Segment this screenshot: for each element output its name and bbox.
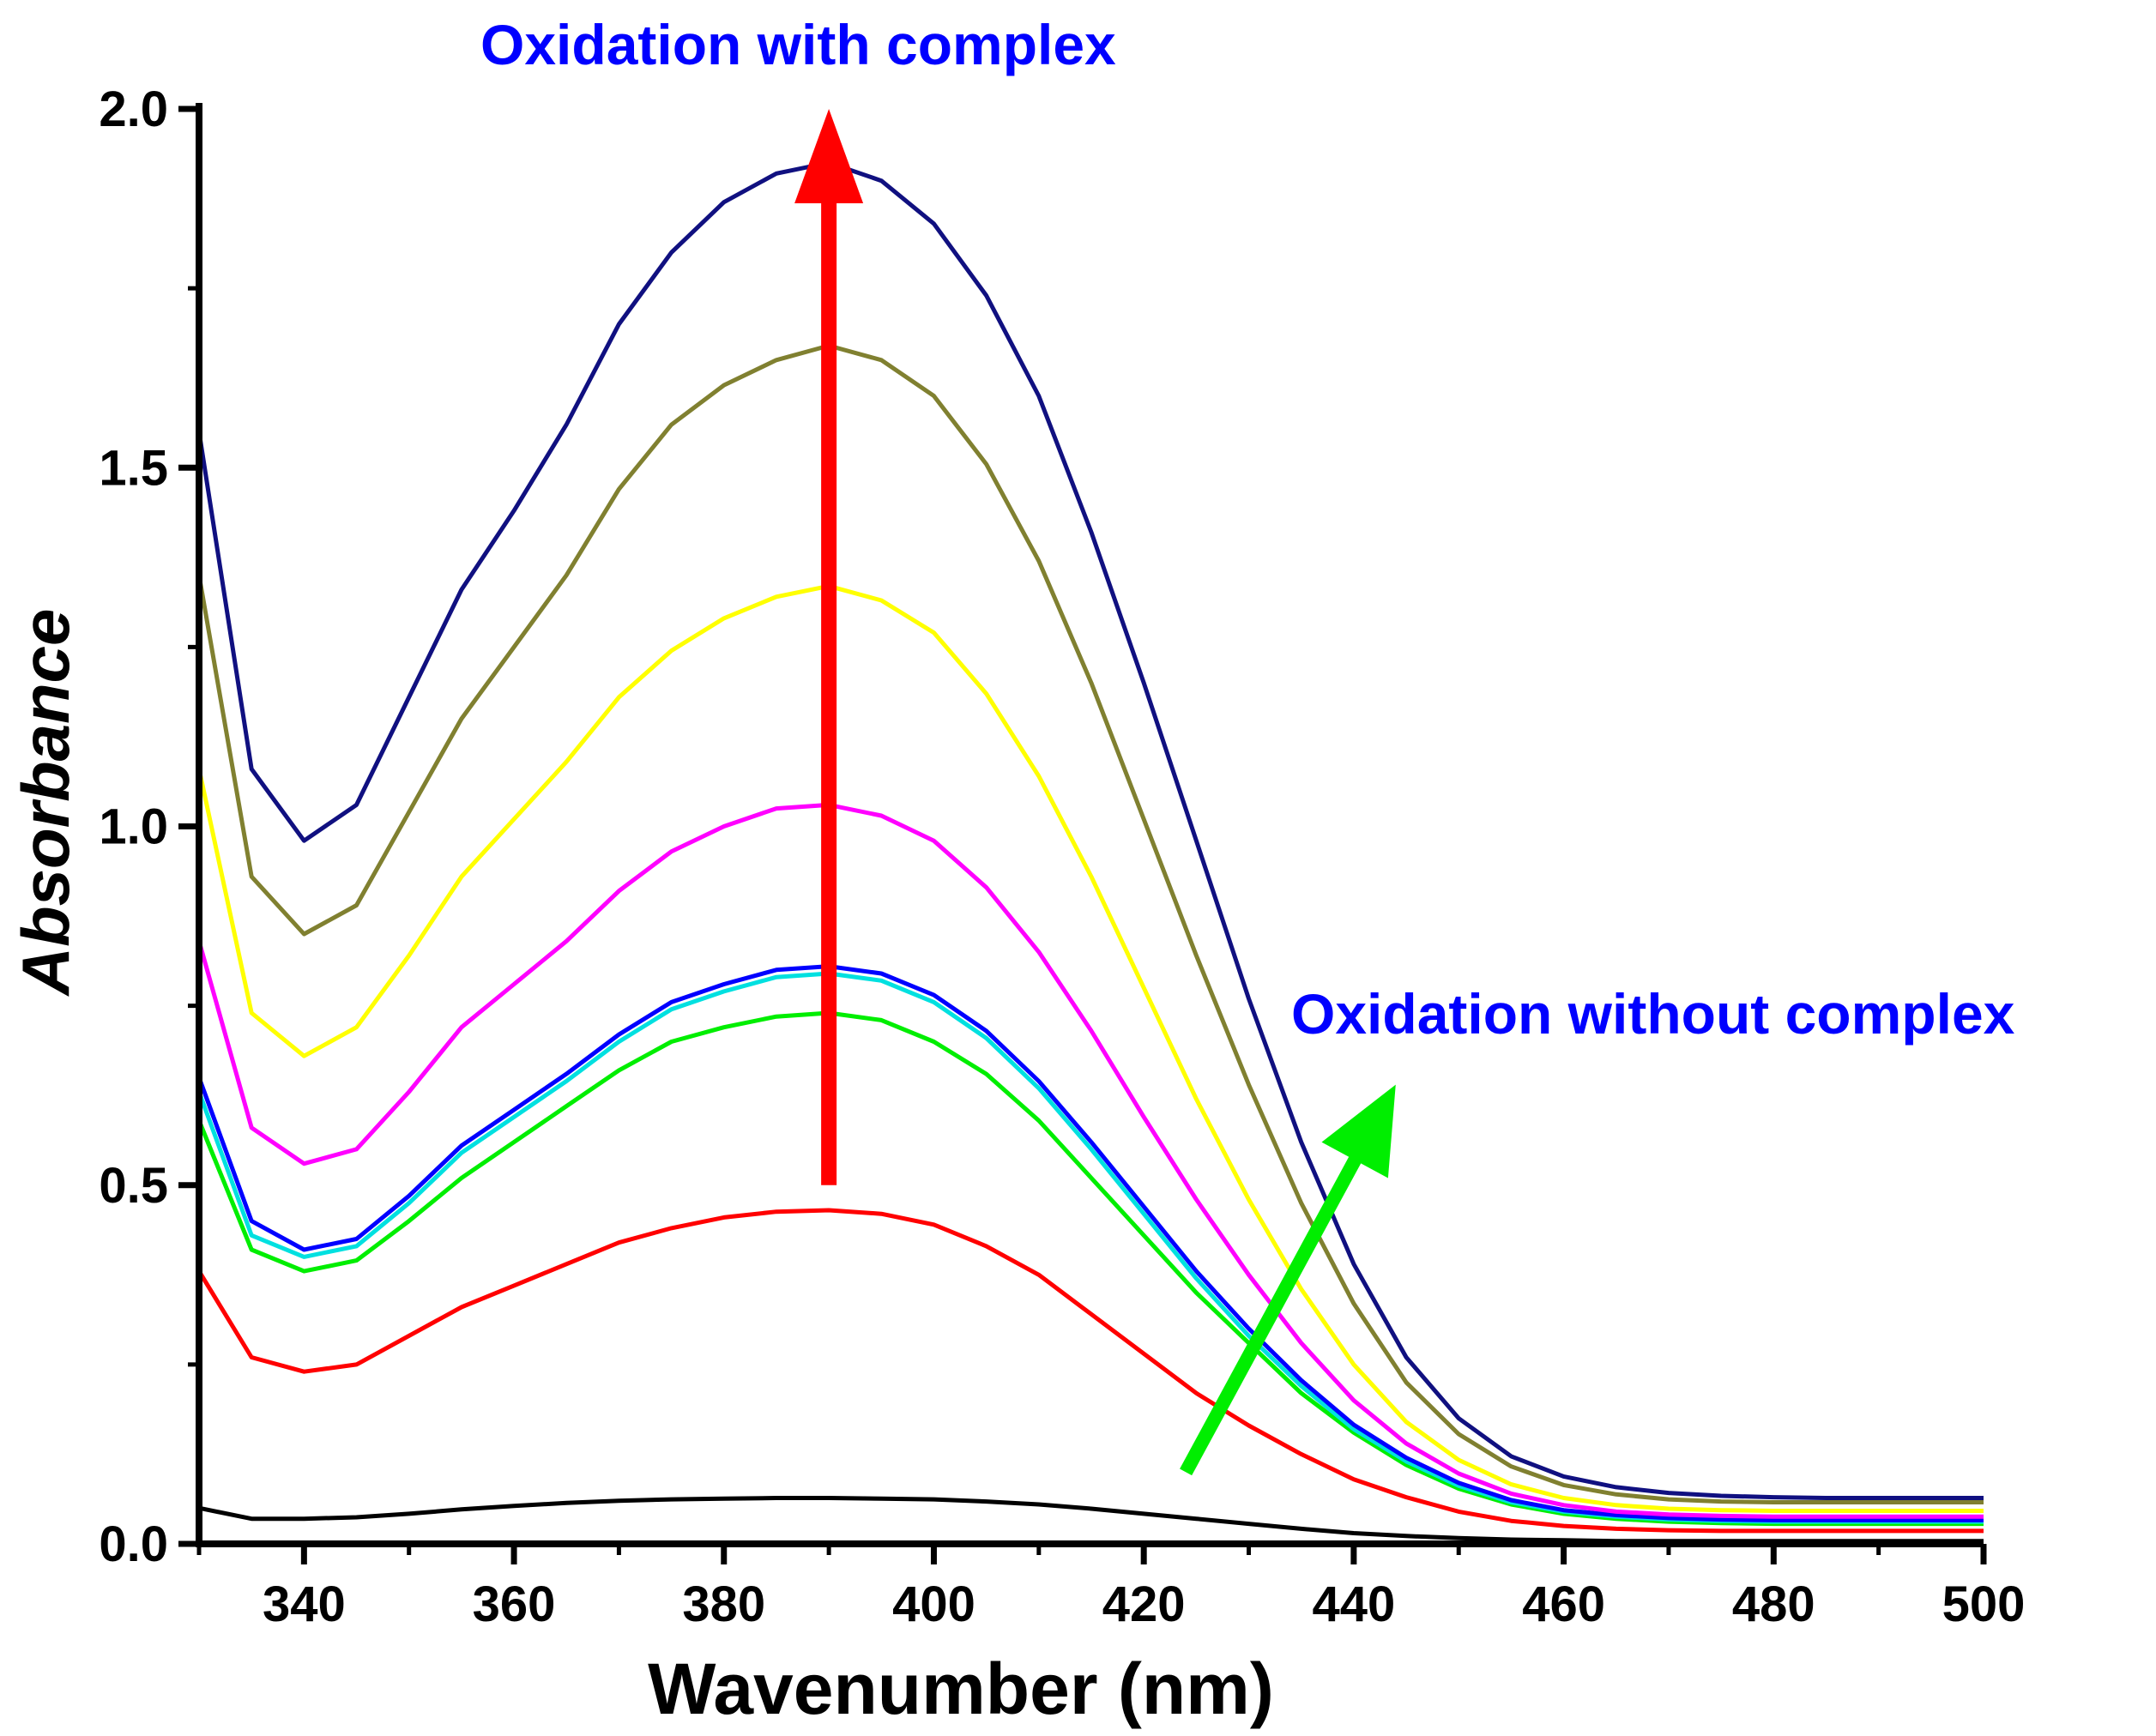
series-line-olive [196,343,1984,1504]
x-ticks: 340 360 380 400 420 440 460 480 500 [196,1544,2026,1632]
series-line-navy [196,160,1984,1500]
red-arrow-head [794,109,864,203]
x-tick-label: 500 [1942,1576,2026,1632]
x-axis-title: Wavenumber (nm) [648,1649,1274,1729]
x-tick-label: 380 [682,1576,765,1632]
x-tick-label: 400 [892,1576,975,1632]
series-line-green [196,1010,1984,1527]
series-line-yellow [196,583,1984,1513]
y-tick-label: 1.5 [99,440,168,496]
arrows-group [794,109,1396,1476]
series-group [196,160,1984,1544]
y-tick-label: 2.0 [99,81,168,137]
series-line-magenta [196,802,1984,1519]
x-tick-label: 480 [1732,1576,1815,1632]
series-line-cyan [196,971,1984,1524]
green-arrow-head [1321,1084,1396,1178]
y-axis-title: Absorbance [8,609,83,998]
x-tick-label: 420 [1102,1576,1186,1632]
x-tick-label: 360 [473,1576,556,1632]
annotation-with-complex: Oxidation with complex [480,13,1116,76]
y-tick-label: 0.5 [99,1158,168,1214]
series-line-blue [196,964,1984,1522]
x-tick-label: 340 [263,1576,346,1632]
y-ticks: 0.0 0.5 1.0 1.5 2.0 [99,81,199,1572]
green-arrow-shaft [1180,1150,1365,1476]
annotation-without-complex: Oxidation without complex [1291,982,2015,1046]
x-tick-label: 460 [1522,1576,1605,1632]
y-tick-label: 1.0 [99,799,168,855]
x-tick-label: 440 [1312,1576,1395,1632]
y-tick-label: 0.0 [99,1516,168,1572]
series-line-red [196,1208,1984,1534]
